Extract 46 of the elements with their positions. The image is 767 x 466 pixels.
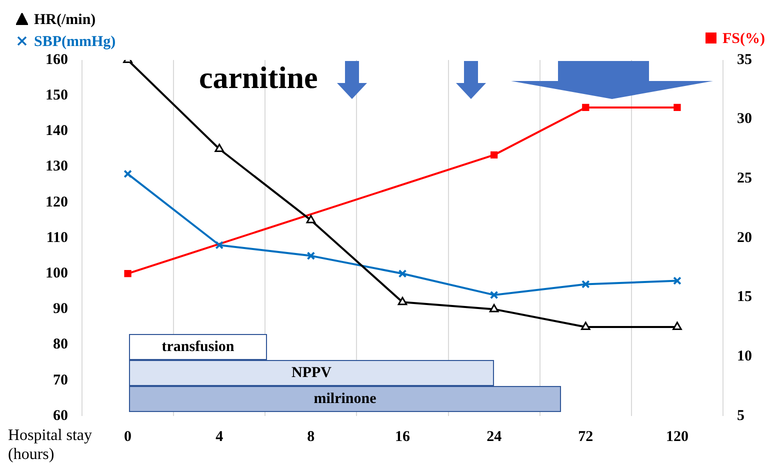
point xyxy=(215,240,224,250)
x-tick-label: 72 xyxy=(578,428,594,445)
point xyxy=(582,104,590,112)
y-tick-label: 70 xyxy=(53,372,68,388)
point xyxy=(306,214,316,224)
y-tick-label: 120 xyxy=(46,194,68,210)
x-tick-label: 120 xyxy=(666,428,688,445)
legend-label: FS(%) xyxy=(722,31,765,47)
y-tick-label: 80 xyxy=(53,336,68,353)
point xyxy=(489,304,499,312)
point xyxy=(398,296,408,306)
y-tick-label: 140 xyxy=(46,123,68,140)
point xyxy=(306,252,316,260)
point xyxy=(672,322,682,330)
y-tick-label: 60 xyxy=(53,408,68,424)
y-tick-label: 90 xyxy=(53,301,68,318)
y2-tick-label: 30 xyxy=(737,111,752,128)
legend-label: SBP(mmHg) xyxy=(34,34,116,50)
point xyxy=(490,290,498,300)
point xyxy=(398,269,407,278)
point xyxy=(580,322,590,330)
y2-tick-label: 5 xyxy=(737,408,744,424)
x-tick-label: 16 xyxy=(395,428,410,445)
x-tick-label: 8 xyxy=(307,428,315,445)
point xyxy=(124,170,132,178)
point xyxy=(674,104,681,112)
point xyxy=(124,270,132,278)
y-tick-label: 100 xyxy=(46,265,68,282)
legend-label: HR(/min) xyxy=(34,12,96,28)
y-tick-label: 110 xyxy=(46,230,68,246)
x-axis-title: Hospital stay (hours) xyxy=(8,427,92,463)
point xyxy=(490,151,498,159)
x-tick-label: 24 xyxy=(486,428,502,445)
y-tick-label: 150 xyxy=(46,87,68,104)
x-tick-label: 0 xyxy=(124,428,132,445)
y2-tick-label: 35 xyxy=(737,52,752,68)
y2-tick-label: 10 xyxy=(737,348,752,365)
x-tick-label: 4 xyxy=(216,428,224,445)
y-tick-label: 130 xyxy=(46,158,68,175)
y2-tick-label: 20 xyxy=(737,230,752,246)
y-tick-label: 160 xyxy=(46,52,68,68)
point xyxy=(673,276,682,285)
annotation: carnitine xyxy=(199,60,318,96)
point xyxy=(581,280,590,288)
y2-tick-label: 15 xyxy=(737,289,752,306)
y2-tick-label: 25 xyxy=(737,170,752,187)
